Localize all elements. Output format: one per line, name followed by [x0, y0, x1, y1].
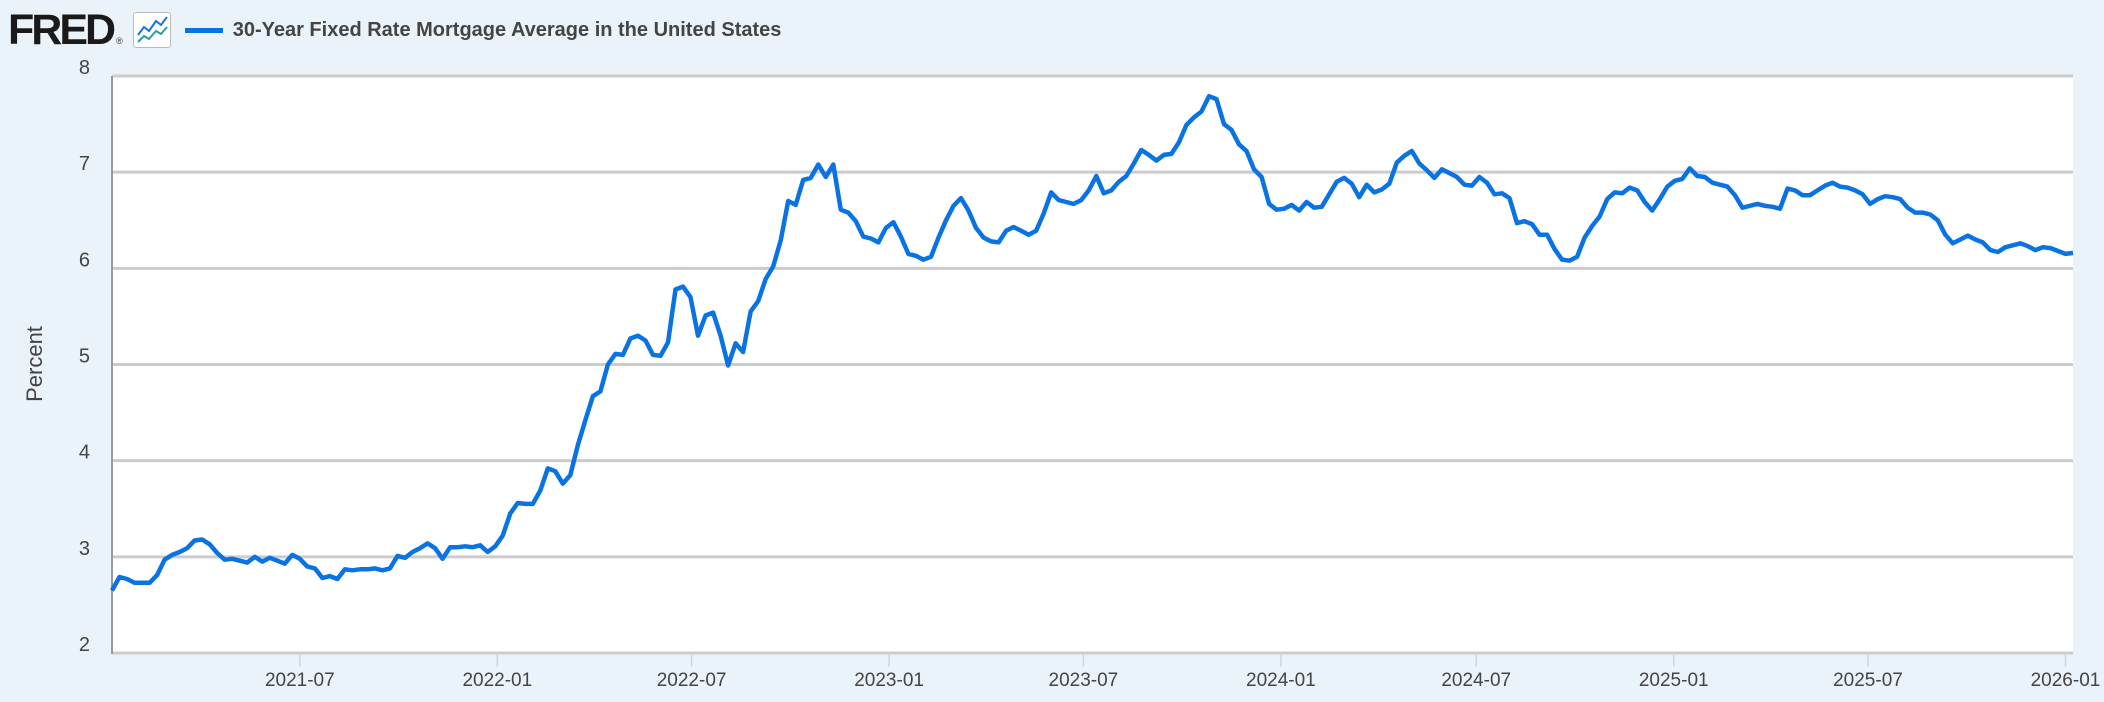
y-axis-ticks: 2 3 4 5 6 7 8 [79, 57, 90, 656]
y-axis-label: Percent [22, 326, 47, 402]
x-tick-label: 2023-01 [854, 670, 924, 691]
y-tick-label: 8 [79, 57, 90, 79]
x-tick-label: 2024-07 [1441, 670, 1511, 691]
x-tick-label: 2022-01 [462, 670, 532, 691]
chart-line-icon[interactable] [132, 12, 171, 48]
x-axis-ticks: 2021-07 2022-01 2022-07 2023-01 2023-07 2024-… [265, 654, 2100, 691]
x-tick-label: 2025-07 [1833, 670, 1903, 691]
x-tick-label: 2021-07 [265, 670, 335, 691]
x-tick-label: 2025-01 [1639, 670, 1709, 691]
legend-swatch [184, 27, 223, 33]
y-tick-label: 2 [79, 634, 90, 656]
x-tick-label: 2023-07 [1049, 670, 1119, 691]
x-tick-label: 2024-01 [1246, 670, 1316, 691]
x-tick-label: 2022-07 [657, 670, 727, 691]
y-tick-label: 3 [79, 538, 90, 560]
y-tick-label: 5 [79, 346, 90, 368]
series-line-mortgage-30y[interactable] [110, 93, 2074, 592]
y-tick-label: 6 [79, 249, 90, 271]
fred-logo[interactable]: FRED [8, 6, 116, 54]
x-tick-label: 2026-01 [2031, 670, 2101, 691]
chart-title[interactable]: 30-Year Fixed Rate Mortgage Average in t… [232, 18, 782, 41]
chart-header: FRED ® 30-Year Fixed Rate Mortgage Avera… [8, 8, 781, 52]
y-tick-label: 4 [79, 442, 90, 464]
y-tick-label: 7 [79, 153, 90, 175]
registered-mark: ® [116, 36, 123, 46]
